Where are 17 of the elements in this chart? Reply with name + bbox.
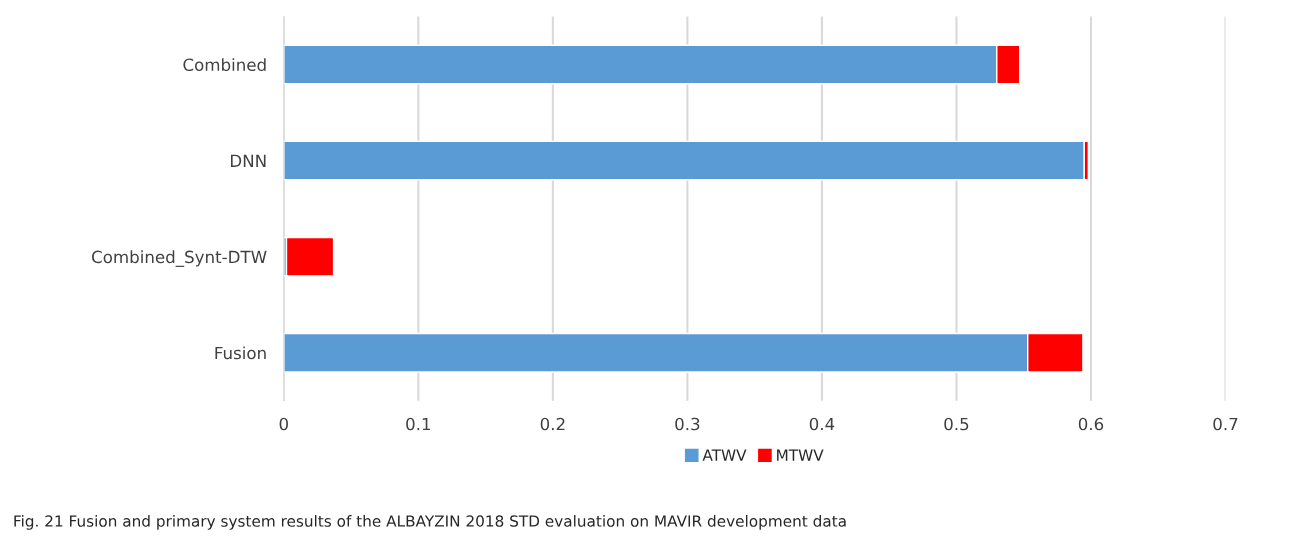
x-tick-label: 0.6 [1078,417,1104,431]
legend-label: MTWV [777,449,824,461]
legend-label: ATWV [702,449,747,461]
x-tick-label: 0.7 [1213,417,1238,431]
y-tick-label: Combined_Synt-DTW [92,250,267,267]
y-tick-label: Combined [183,58,266,72]
x-tick-label: 0.5 [944,417,969,431]
bar [285,236,335,277]
caption: Fig. 21 Fusion and primary system results of the ALBAYZIN 2018 STD evaluation on MAVIR development data [14,515,846,530]
x-tick-label: 0.2 [540,417,565,431]
bar [283,140,1085,181]
x-tick-label: 0.4 [809,417,835,431]
x-tick-label: 0.3 [675,417,700,431]
y-tick-label: DNN [231,154,266,167]
x-tick-label: 0.1 [406,417,431,431]
y-tick-label: Fusion [215,346,266,360]
x-tick-label: 0 [279,417,288,431]
